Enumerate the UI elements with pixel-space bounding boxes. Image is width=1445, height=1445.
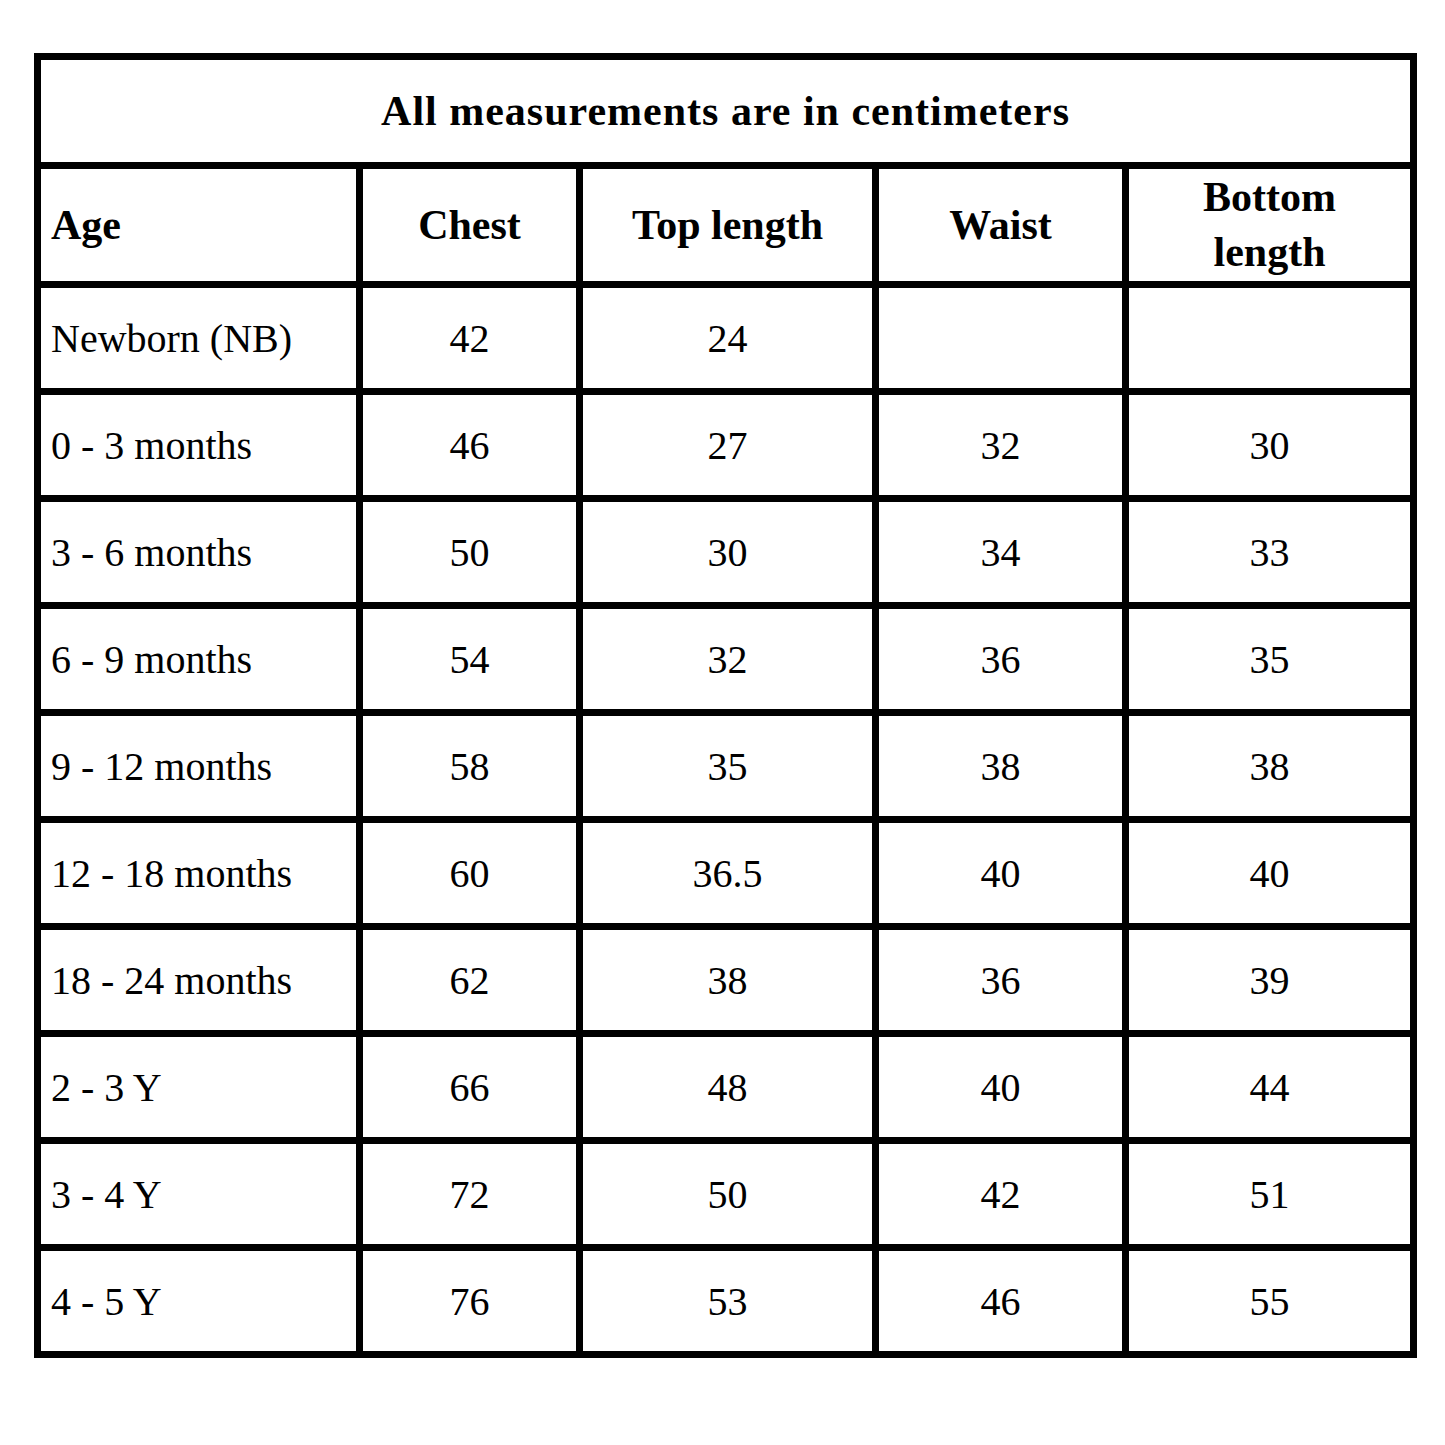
cell-bottom-length: 30 <box>1126 392 1414 499</box>
cell-bottom-length: 44 <box>1126 1034 1414 1141</box>
cell-top-length: 27 <box>580 392 876 499</box>
table-row: 12 - 18 months 60 36.5 40 40 <box>38 820 1414 927</box>
cell-age: 0 - 3 months <box>38 392 360 499</box>
table-row: 18 - 24 months 62 38 36 39 <box>38 927 1414 1034</box>
table-row: 9 - 12 months 58 35 38 38 <box>38 713 1414 820</box>
cell-bottom-length: 55 <box>1126 1248 1414 1355</box>
cell-age: 4 - 5 Y <box>38 1248 360 1355</box>
cell-age: 3 - 4 Y <box>38 1141 360 1248</box>
column-header-waist: Waist <box>876 166 1126 285</box>
column-header-chest: Chest <box>360 166 580 285</box>
cell-age: 18 - 24 months <box>38 927 360 1034</box>
column-header-row: Age Chest Top length Waist Bottom length <box>38 166 1414 285</box>
cell-waist: 40 <box>876 820 1126 927</box>
cell-age: 3 - 6 months <box>38 499 360 606</box>
cell-age: 2 - 3 Y <box>38 1034 360 1141</box>
cell-waist: 36 <box>876 606 1126 713</box>
title-row: All measurements are in centimeters <box>38 57 1414 166</box>
cell-top-length: 48 <box>580 1034 876 1141</box>
cell-top-length: 24 <box>580 285 876 392</box>
cell-top-length: 35 <box>580 713 876 820</box>
table-row: 6 - 9 months 54 32 36 35 <box>38 606 1414 713</box>
table-row: 3 - 6 months 50 30 34 33 <box>38 499 1414 606</box>
cell-bottom-length: 39 <box>1126 927 1414 1034</box>
cell-top-length: 50 <box>580 1141 876 1248</box>
cell-waist: 46 <box>876 1248 1126 1355</box>
cell-age: Newborn (NB) <box>38 285 360 392</box>
table-row: 3 - 4 Y 72 50 42 51 <box>38 1141 1414 1248</box>
cell-waist <box>876 285 1126 392</box>
table-row: 4 - 5 Y 76 53 46 55 <box>38 1248 1414 1355</box>
cell-bottom-length <box>1126 285 1414 392</box>
size-chart-table: All measurements are in centimeters Age … <box>34 53 1417 1358</box>
table-body: Newborn (NB) 42 24 0 - 3 months 46 27 32… <box>38 285 1414 1355</box>
cell-top-length: 32 <box>580 606 876 713</box>
cell-bottom-length: 35 <box>1126 606 1414 713</box>
column-header-top-length: Top length <box>580 166 876 285</box>
cell-bottom-length: 38 <box>1126 713 1414 820</box>
table-row: Newborn (NB) 42 24 <box>38 285 1414 392</box>
cell-chest: 72 <box>360 1141 580 1248</box>
cell-top-length: 30 <box>580 499 876 606</box>
cell-chest: 76 <box>360 1248 580 1355</box>
cell-age: 9 - 12 months <box>38 713 360 820</box>
table-row: 2 - 3 Y 66 48 40 44 <box>38 1034 1414 1141</box>
cell-age: 6 - 9 months <box>38 606 360 713</box>
table-row: 0 - 3 months 46 27 32 30 <box>38 392 1414 499</box>
cell-chest: 54 <box>360 606 580 713</box>
column-header-age: Age <box>38 166 360 285</box>
cell-bottom-length: 40 <box>1126 820 1414 927</box>
cell-waist: 34 <box>876 499 1126 606</box>
table-title: All measurements are in centimeters <box>38 57 1414 166</box>
cell-chest: 66 <box>360 1034 580 1141</box>
cell-chest: 62 <box>360 927 580 1034</box>
cell-waist: 42 <box>876 1141 1126 1248</box>
column-header-bottom-length: Bottom length <box>1126 166 1414 285</box>
cell-waist: 38 <box>876 713 1126 820</box>
cell-chest: 58 <box>360 713 580 820</box>
cell-top-length: 38 <box>580 927 876 1034</box>
cell-bottom-length: 33 <box>1126 499 1414 606</box>
cell-top-length: 53 <box>580 1248 876 1355</box>
cell-top-length: 36.5 <box>580 820 876 927</box>
cell-chest: 60 <box>360 820 580 927</box>
cell-bottom-length: 51 <box>1126 1141 1414 1248</box>
cell-chest: 46 <box>360 392 580 499</box>
cell-waist: 32 <box>876 392 1126 499</box>
cell-chest: 42 <box>360 285 580 392</box>
cell-age: 12 - 18 months <box>38 820 360 927</box>
cell-chest: 50 <box>360 499 580 606</box>
cell-waist: 40 <box>876 1034 1126 1141</box>
cell-waist: 36 <box>876 927 1126 1034</box>
